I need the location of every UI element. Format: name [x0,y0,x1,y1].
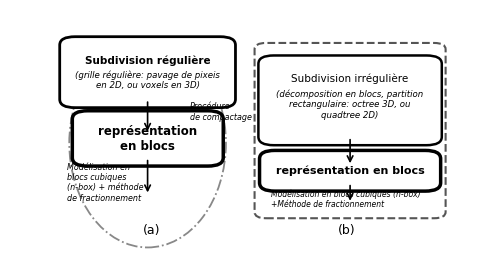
Text: représentation en blocs: représentation en blocs [276,166,424,176]
Text: Subdivision irrégulière: Subdivision irrégulière [291,73,409,84]
Text: Modélisation en
blocs cubiques
(n-box) + méthode
de fractionnement: Modélisation en blocs cubiques (n-box) +… [68,163,144,203]
FancyBboxPatch shape [258,56,442,145]
FancyBboxPatch shape [259,150,441,191]
Text: (grille régulière: pavage de pixeis
en 2D, ou voxels en 3D): (grille régulière: pavage de pixeis en 2… [75,70,220,91]
Text: représentation
en blocs: représentation en blocs [98,125,197,153]
Text: (a): (a) [142,224,160,237]
Text: Procédure
de compactage: Procédure de compactage [190,102,251,121]
Text: Subdivision régulière: Subdivision régulière [85,56,211,66]
FancyBboxPatch shape [60,37,236,108]
FancyBboxPatch shape [72,111,223,166]
Text: Modélisation en blocs cubiques (n-box)
+Méthode de fractionnement: Modélisation en blocs cubiques (n-box) +… [271,189,421,209]
Text: (décomposition en blocs, partition
rectangulaire: octree 3D, ou
quadtree 2D): (décomposition en blocs, partition recta… [277,89,423,120]
Text: (b): (b) [337,224,355,237]
